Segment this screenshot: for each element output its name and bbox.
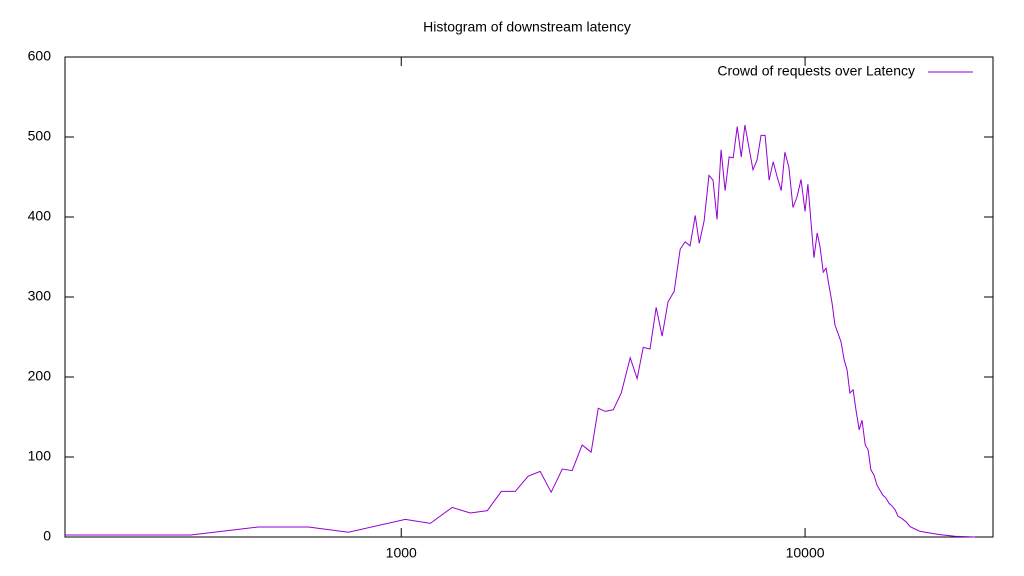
plot-frame — [64, 56, 994, 538]
y-tick-label: 100 — [28, 448, 52, 464]
y-tick-label: 200 — [28, 368, 52, 384]
chart-title: Histogram of downstream latency — [423, 19, 631, 35]
x-tick-label: 10000 — [786, 545, 825, 561]
y-tick-label: 300 — [28, 288, 52, 304]
y-tick-label: 400 — [28, 208, 52, 224]
x-tick-label: 1000 — [386, 545, 417, 561]
y-tick-label: 500 — [28, 128, 52, 144]
legend-label: Crowd of requests over Latency — [717, 63, 915, 79]
y-tick-label: 0 — [43, 528, 51, 544]
series-line — [65, 124, 976, 538]
y-tick-label: 600 — [28, 48, 52, 64]
